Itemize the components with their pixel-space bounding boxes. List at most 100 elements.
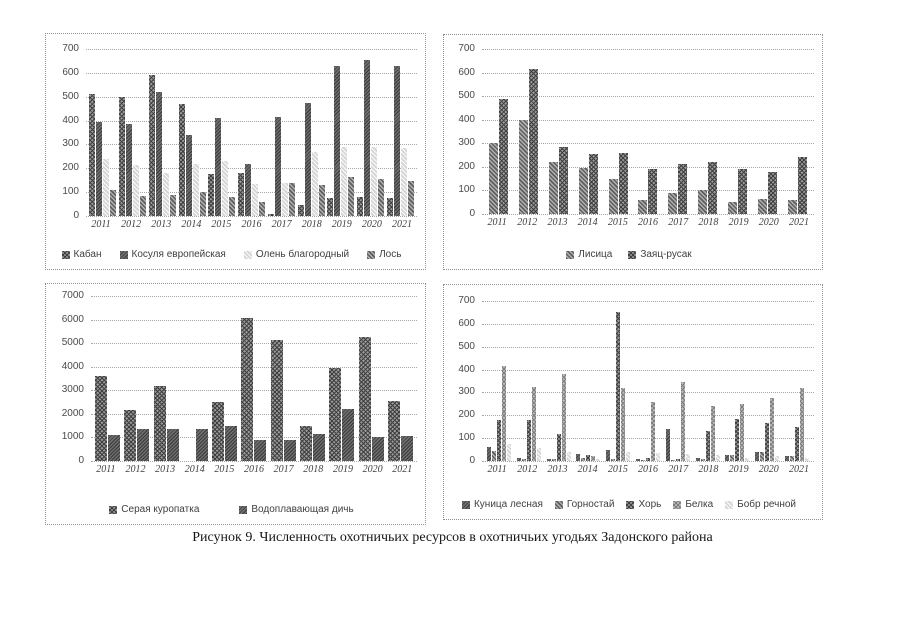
bar-group-2012 xyxy=(122,296,151,461)
bar-group-2018 xyxy=(693,49,723,214)
bar-group-2012 xyxy=(118,49,148,216)
x-axis-labels: 2011 2012 2013 2014 2015 2016 2017 2018 2019 2020… xyxy=(482,217,814,228)
y-tick-label: 0 xyxy=(78,455,84,466)
bar-group-2014 xyxy=(181,296,210,461)
gridline xyxy=(91,366,417,368)
y-tick-label: 500 xyxy=(62,90,79,102)
bar-2012 xyxy=(119,97,126,216)
bar-2016 xyxy=(252,184,259,216)
bar-group-2017 xyxy=(663,49,693,214)
bar-2016 xyxy=(259,202,266,216)
legend-item: Бобр речной xyxy=(725,499,796,510)
bar-2014 xyxy=(192,164,199,216)
legend-swatch xyxy=(461,500,470,509)
bar-2011 xyxy=(108,435,121,461)
bar-2012 xyxy=(536,448,541,461)
bar-2019 xyxy=(727,202,737,214)
legend-label: Лось xyxy=(379,249,402,260)
chart-panel-fox-hare: 0 100 200 300 400 500 600 700 2011 2012 2013 2014 20… xyxy=(443,34,823,270)
legend-item: Серая куропатка xyxy=(109,504,199,515)
chart-panel-fur-animals: 0 100 200 300 400 500 600 700 2011 2012 2013 2014 20… xyxy=(443,284,823,520)
gridline xyxy=(482,166,814,168)
legend-label: Бобр речной xyxy=(737,499,797,510)
bar-2021 xyxy=(805,458,810,461)
x-tick-label: 2020 xyxy=(758,464,779,475)
bar-2011 xyxy=(95,376,108,461)
bar-2014 xyxy=(588,154,598,214)
bar-2020 xyxy=(767,172,777,214)
bar-2020 xyxy=(757,199,767,214)
bar-2015 xyxy=(208,174,215,216)
bar-2016 xyxy=(650,402,655,461)
legend-item: Лось xyxy=(367,249,401,260)
bar-2014 xyxy=(195,429,208,461)
bar-2020 xyxy=(370,147,377,216)
bar-2011 xyxy=(491,451,496,461)
x-tick-label: 2020 xyxy=(361,219,382,230)
bar-2016 xyxy=(635,459,640,461)
x-tick-label: 2016 xyxy=(638,217,659,228)
bar-2014 xyxy=(199,192,206,216)
y-tick-label: 200 xyxy=(458,160,475,172)
y-tick-label: 600 xyxy=(62,66,79,78)
y-tick-label: 5000 xyxy=(61,337,84,349)
gridline xyxy=(482,143,814,145)
y-tick-label: 0 xyxy=(73,210,79,221)
chart-panel-ungulates: 0 100 200 300 400 500 600 700 2011 2012 2013 2014 20… xyxy=(45,33,426,270)
bar-2014 xyxy=(581,458,586,461)
legend-item: Горностай xyxy=(554,499,615,510)
bar-2021 xyxy=(400,436,413,461)
x-tick-label: 2011 xyxy=(91,219,111,230)
bar-2015 xyxy=(611,459,616,461)
bar-2020 xyxy=(363,60,370,216)
bar-group-2019 xyxy=(723,49,753,214)
x-axis-labels: 2011 2012 2013 2014 2015 2016 2017 2018 2019 2020… xyxy=(86,219,417,230)
bar-2012 xyxy=(124,410,137,461)
bar-group-2013 xyxy=(147,49,177,216)
bar-group-2020 xyxy=(356,49,386,216)
bar-2012 xyxy=(126,124,133,216)
plot-area xyxy=(86,49,417,217)
x-tick-label: 2017 xyxy=(273,464,294,475)
legend-label: Горностай xyxy=(566,499,615,510)
legend-item: Заяц-русак xyxy=(628,249,692,260)
legend-label: Хорь xyxy=(638,499,662,510)
gridline xyxy=(91,343,417,345)
bar-2017 xyxy=(281,183,288,216)
bar-groups xyxy=(93,296,415,461)
bar-2018 xyxy=(297,205,304,216)
x-tick-label: 2021 xyxy=(392,464,413,475)
bar-groups xyxy=(484,301,812,461)
legend-label: Куница лесная xyxy=(473,499,543,510)
bar-2017 xyxy=(270,340,283,461)
bar-2017 xyxy=(678,164,688,214)
x-tick-label: 2013 xyxy=(151,219,172,230)
legend-item: Белка xyxy=(673,499,713,510)
y-tick-label: 600 xyxy=(458,66,475,78)
gridline xyxy=(86,216,417,217)
gridline xyxy=(482,49,814,50)
bar-2016 xyxy=(655,453,660,461)
bar-2012 xyxy=(133,165,140,216)
bar-2014 xyxy=(178,104,185,216)
x-tick-label: 2016 xyxy=(638,464,659,475)
x-tick-label: 2011 xyxy=(487,217,507,228)
bar-group-2011 xyxy=(88,49,118,216)
bar-2012 xyxy=(529,69,539,214)
x-tick-label: 2013 xyxy=(155,464,176,475)
bar-group-2018 xyxy=(296,49,326,216)
legend-item: Косуля европейская xyxy=(119,249,226,260)
bar-2021 xyxy=(400,148,407,216)
bar-2021 xyxy=(387,401,400,461)
x-tick-label: 2018 xyxy=(301,219,322,230)
y-tick-label: 7000 xyxy=(61,290,84,301)
gridline xyxy=(91,461,417,462)
bar-2015 xyxy=(229,197,236,216)
bar-group-2013 xyxy=(544,301,574,461)
bar-2014 xyxy=(596,459,601,461)
bar-2021 xyxy=(785,456,790,461)
bar-group-2018 xyxy=(693,301,723,461)
gridline xyxy=(86,49,417,50)
bar-2020 xyxy=(358,337,371,461)
bar-2013 xyxy=(556,434,561,461)
